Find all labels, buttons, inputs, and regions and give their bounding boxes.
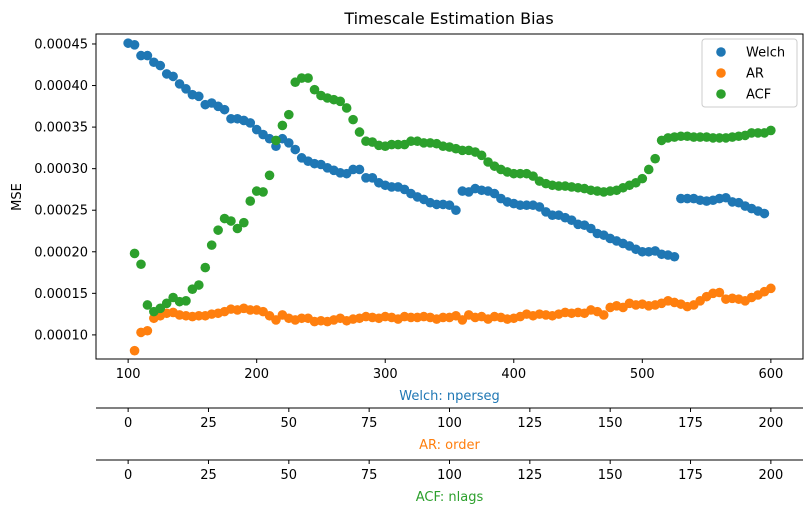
x-tick-label: 400 <box>501 367 526 382</box>
y-tick-label: 0.00040 <box>34 79 88 94</box>
x-tick-label: 600 <box>758 367 783 382</box>
data-point-acf <box>194 280 204 290</box>
data-point-ar <box>142 325 153 336</box>
data-point-welch <box>451 205 461 216</box>
data-point-acf <box>303 73 313 83</box>
x-tick-label: 175 <box>678 416 703 431</box>
data-point-acf <box>213 225 223 235</box>
data-point-acf <box>232 223 243 234</box>
y-tick-label: 0.00035 <box>34 121 88 136</box>
data-point-acf <box>239 217 249 228</box>
data-point-acf <box>637 173 648 184</box>
data-point-acf <box>264 170 275 181</box>
plot-frame <box>95 33 804 360</box>
data-point-acf <box>161 298 172 309</box>
data-point-acf <box>766 125 776 136</box>
legend-marker-ar <box>716 68 726 78</box>
data-point-acf <box>271 135 281 146</box>
data-point-acf <box>200 262 211 273</box>
x-axis-label-2: ACF: nlags <box>416 490 484 505</box>
y-tick-label: 0.00045 <box>34 37 88 52</box>
data-point-acf <box>643 164 654 175</box>
x-tick-label: 25 <box>200 416 217 431</box>
data-point-acf <box>650 153 660 164</box>
legend-label-acf: ACF <box>746 88 771 103</box>
data-point-welch <box>129 40 140 50</box>
data-point-acf <box>341 103 352 113</box>
plot-area: 0.00010 0.00015 0.00020 0.00025 0.00030 0.000… <box>34 33 804 505</box>
x-tick-label: 0 <box>124 416 132 431</box>
data-point-welch <box>354 164 365 175</box>
data-point-acf <box>206 240 217 250</box>
legend: Welch AR ACF <box>701 38 798 108</box>
x-tick-label: 200 <box>758 416 783 431</box>
x-tick-label: 125 <box>517 416 542 431</box>
x-tick-label: 75 <box>361 468 378 483</box>
series-ar <box>129 283 776 356</box>
data-point-welch <box>284 138 294 148</box>
y-tick-label: 0.00010 <box>34 328 88 343</box>
x-tick-label: 75 <box>361 416 378 431</box>
y-axis-label: MSE <box>10 183 25 211</box>
y-tick-label: 0.00025 <box>34 204 88 219</box>
data-point-welch <box>194 91 204 102</box>
x-tick-label: 0 <box>124 468 132 483</box>
series-acf <box>129 73 776 317</box>
data-point-acf <box>258 187 268 197</box>
legend-label-welch: Welch <box>746 46 785 61</box>
data-point-acf <box>476 150 487 161</box>
data-point-acf <box>348 114 358 125</box>
data-point-acf <box>309 84 320 95</box>
y-tick-label: 0.00030 <box>34 162 88 177</box>
data-point-acf <box>129 248 140 259</box>
x-tick-label: 125 <box>517 468 542 483</box>
data-point-welch <box>669 251 680 262</box>
x-tick-label: 100 <box>437 468 462 483</box>
data-point-ar <box>129 345 140 356</box>
data-point-welch <box>155 60 166 71</box>
x-tick-label: 200 <box>244 367 269 382</box>
data-point-welch <box>168 71 178 82</box>
x-tick-label: 150 <box>598 468 623 483</box>
data-point-acf <box>226 216 236 226</box>
x-tick-label: 100 <box>116 367 141 382</box>
data-point-welch <box>759 208 770 219</box>
x-tick-label: 300 <box>373 367 398 382</box>
data-point-acf <box>136 259 146 270</box>
data-point-acf <box>245 196 256 206</box>
x-axis-label-0: Welch: nperseg <box>399 389 499 404</box>
x-tick-label: 150 <box>598 416 623 431</box>
data-point-acf <box>284 109 294 120</box>
data-point-acf <box>142 300 153 310</box>
legend-marker-acf <box>716 89 726 99</box>
data-point-acf <box>277 120 288 131</box>
legend-label-ar: AR <box>746 67 764 82</box>
x-tick-label: 25 <box>200 468 217 483</box>
data-point-ar <box>598 310 609 320</box>
data-point-welch <box>219 104 230 115</box>
x-tick-label: 50 <box>281 468 298 483</box>
data-point-acf <box>335 96 346 107</box>
data-point-welch <box>142 50 153 61</box>
x-tick-label: 175 <box>678 468 703 483</box>
x-tick-label: 500 <box>630 367 655 382</box>
legend-marker-welch <box>716 47 726 57</box>
data-point-ar <box>714 287 725 298</box>
y-tick-label: 0.00015 <box>34 287 88 302</box>
data-point-acf <box>354 127 365 137</box>
legend-box <box>701 38 798 108</box>
chart-title: Timescale Estimation Bias <box>343 9 553 28</box>
y-tick-label: 0.00020 <box>34 245 88 260</box>
data-point-acf <box>181 296 191 306</box>
data-point-welch <box>290 144 301 155</box>
data-point-ar <box>766 283 776 294</box>
data-point-welch <box>181 84 191 94</box>
x-tick-label: 50 <box>281 416 298 431</box>
x-axis-label-1: AR: order <box>419 438 480 453</box>
x-tick-label: 200 <box>758 468 783 483</box>
x-tick-label: 100 <box>437 416 462 431</box>
data-point-welch <box>245 118 256 128</box>
